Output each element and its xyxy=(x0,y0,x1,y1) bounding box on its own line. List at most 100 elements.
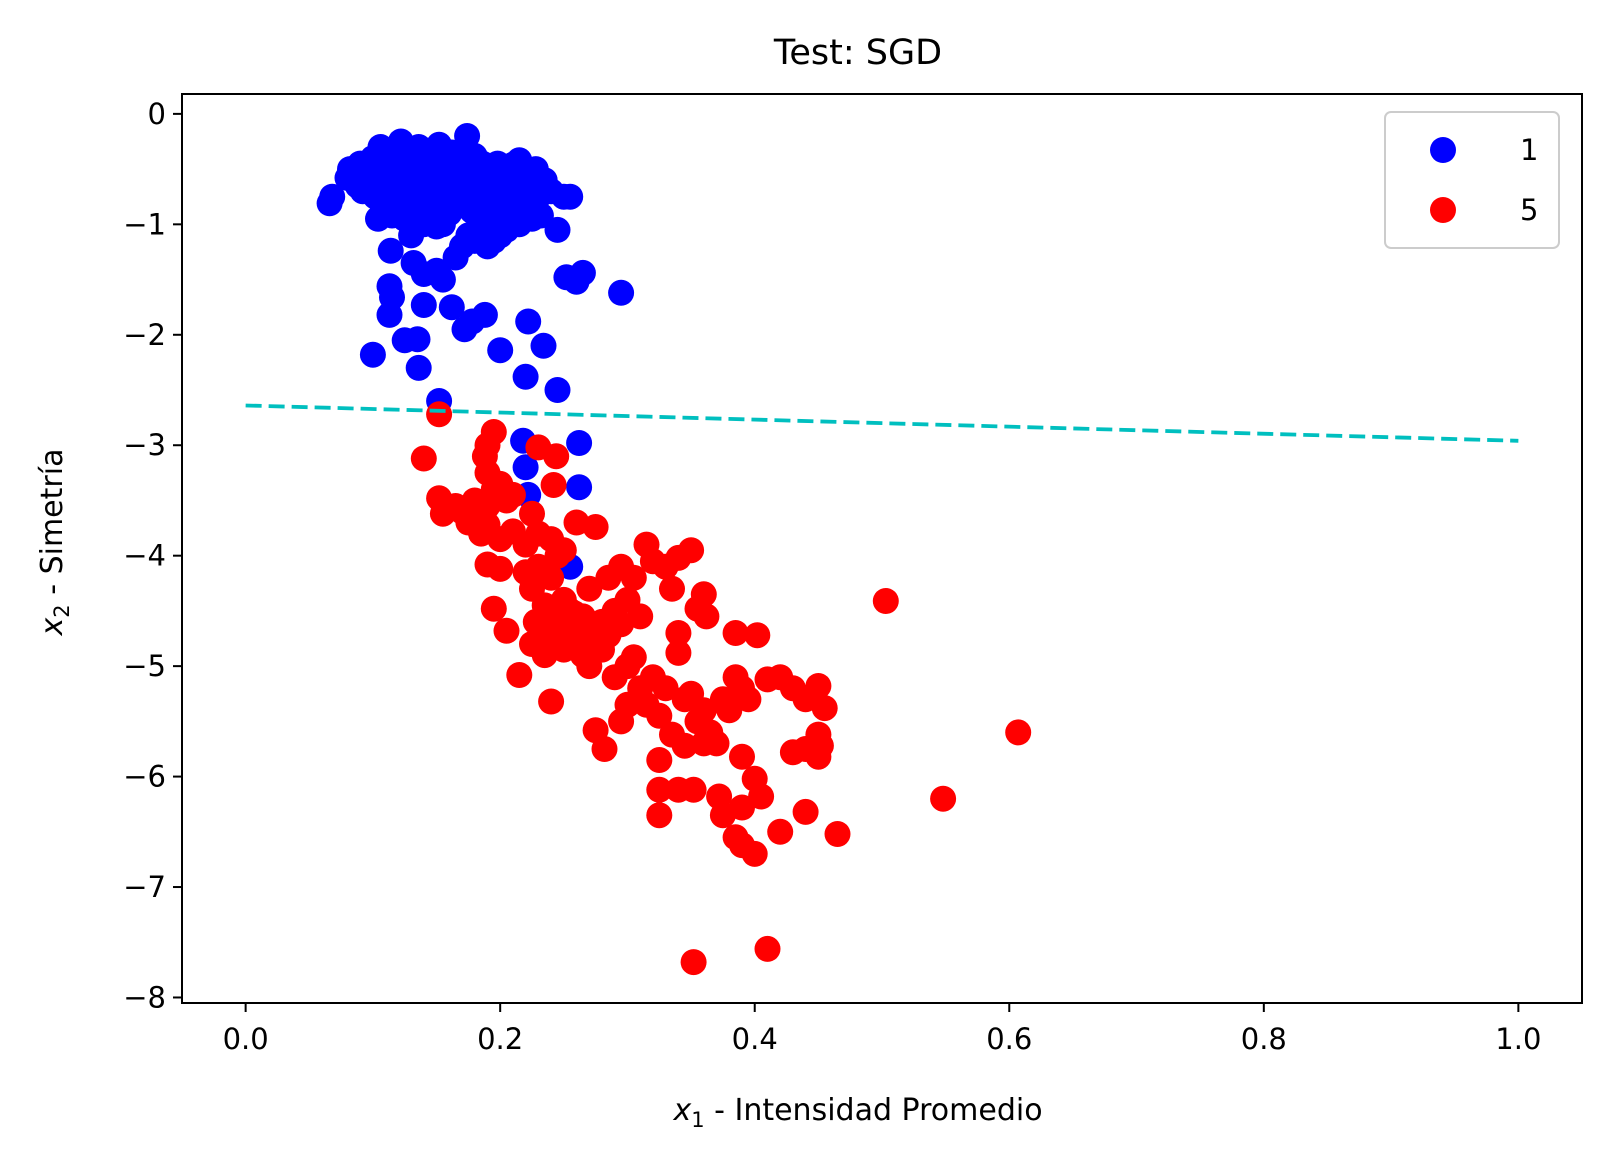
point-series-1-85 xyxy=(449,173,475,200)
point-series-5-111 xyxy=(805,673,832,699)
point-series-5-62 xyxy=(506,662,533,688)
y-tick-label: −3 xyxy=(123,428,166,462)
point-series-1-115 xyxy=(410,292,437,318)
point-series-5-104 xyxy=(729,743,755,770)
point-series-5-124 xyxy=(729,794,755,821)
point-series-5-129 xyxy=(792,798,819,825)
point-series-5-81 xyxy=(665,620,692,646)
point-series-5-130 xyxy=(824,821,851,847)
point-series-1-122 xyxy=(404,326,431,353)
point-series-5-32 xyxy=(487,555,514,582)
point-series-1-137 xyxy=(512,454,539,481)
point-series-5-112 xyxy=(811,695,838,722)
point-series-5-13 xyxy=(543,443,570,470)
point-series-1-89 xyxy=(499,151,526,178)
legend-label-series-5: 5 xyxy=(1520,193,1538,227)
x-axis: 0.0 0.2 0.4 0.6 0.8 1.0 xyxy=(223,1003,1541,1056)
point-series-5-121 xyxy=(680,776,707,803)
point-series-1-1 xyxy=(319,183,346,210)
point-series-1-95 xyxy=(429,211,456,238)
point-series-5-138 xyxy=(576,575,603,602)
point-series-5-94 xyxy=(744,622,771,649)
point-series-5-141 xyxy=(547,620,573,646)
point-series-5-140 xyxy=(522,608,549,635)
y-tick-label: −7 xyxy=(123,870,166,904)
point-series-1-133 xyxy=(608,279,635,306)
point-series-1-87 xyxy=(474,158,501,185)
point-series-5-103 xyxy=(690,730,717,757)
y-tick-label: −5 xyxy=(123,649,166,683)
point-series-5-99 xyxy=(614,691,641,718)
point-series-5-60 xyxy=(480,595,507,622)
x-tick-label: 0.8 xyxy=(1241,1022,1287,1056)
y-axis: 0 −1 −2 −3 −4 −5 −6 −7 −8 xyxy=(123,97,182,1014)
point-series-5-127 xyxy=(741,840,768,867)
point-series-5-51 xyxy=(595,564,622,591)
point-series-1-83 xyxy=(423,191,450,218)
point-series-5-97 xyxy=(591,736,618,762)
point-series-1-126 xyxy=(405,354,432,381)
point-series-5-25 xyxy=(519,500,545,527)
point-series-5-61 xyxy=(493,617,520,644)
x-tick-label: 1.0 xyxy=(1495,1022,1541,1056)
point-series-5-80 xyxy=(665,639,692,666)
x-tick-label: 0.0 xyxy=(223,1022,269,1056)
point-series-5-30 xyxy=(582,514,609,540)
point-series-5-131 xyxy=(872,588,899,614)
point-series-5-102 xyxy=(671,732,698,759)
point-series-5-136 xyxy=(693,603,720,630)
point-series-5-128 xyxy=(767,818,794,845)
point-series-1-76 xyxy=(544,216,571,243)
point-series-5-100 xyxy=(646,747,673,773)
point-series-5-0 xyxy=(426,401,453,428)
legend-marker-series-1 xyxy=(1430,137,1456,163)
y-tick-label: −2 xyxy=(123,318,166,352)
legend-label-series-1: 1 xyxy=(1520,133,1538,167)
x-tick-label: 0.6 xyxy=(986,1022,1032,1056)
point-series-5-57 xyxy=(659,575,685,602)
plot-marks xyxy=(316,123,1032,976)
point-series-1-116 xyxy=(438,294,465,321)
point-series-5-14 xyxy=(540,472,567,498)
point-series-1-46 xyxy=(454,123,481,149)
point-series-5-37 xyxy=(544,542,571,569)
y-tick-label: 0 xyxy=(148,97,166,131)
point-series-1-132 xyxy=(569,259,596,286)
point-series-1-79 xyxy=(372,153,399,180)
y-tick-label: −1 xyxy=(123,207,166,241)
point-series-5-56 xyxy=(678,537,705,564)
chart-title: Test: SGD xyxy=(773,33,942,73)
point-series-1-111 xyxy=(429,266,456,293)
point-series-1-128 xyxy=(544,377,571,403)
point-series-5-93 xyxy=(722,620,749,646)
x-tick-label: 0.2 xyxy=(477,1022,523,1056)
point-series-1-124 xyxy=(487,337,514,364)
point-series-1-88 xyxy=(487,195,514,222)
point-series-5-74 xyxy=(620,644,647,671)
point-series-5-119 xyxy=(646,802,673,829)
point-series-1-119 xyxy=(471,301,498,328)
point-series-1-123 xyxy=(359,341,386,368)
point-series-5-137 xyxy=(627,603,654,630)
point-series-1-139 xyxy=(566,474,593,501)
point-series-1-120 xyxy=(515,308,542,335)
decision-boundary-line xyxy=(245,403,1519,443)
y-axis-label: x2 - Simetría xyxy=(35,449,74,637)
point-series-5-85 xyxy=(690,697,717,724)
point-series-1-114 xyxy=(376,301,403,328)
point-series-1-134 xyxy=(557,183,584,210)
point-series-1-106 xyxy=(519,205,545,232)
point-series-5-36 xyxy=(538,564,565,591)
plot-area-frame xyxy=(181,93,1583,1004)
y-tick-label: −6 xyxy=(123,760,166,794)
legend: 1 5 xyxy=(1384,111,1560,249)
point-series-5-135 xyxy=(754,935,781,962)
legend-marker-series-5 xyxy=(1430,197,1456,223)
point-series-5-79 xyxy=(652,675,679,702)
point-series-5-132 xyxy=(930,785,957,812)
point-series-5-78 xyxy=(646,702,673,729)
x-axis-label: x1 - Intensidad Promedio xyxy=(672,1093,1042,1132)
point-series-1-136 xyxy=(566,430,593,456)
point-series-5-9 xyxy=(499,481,526,508)
